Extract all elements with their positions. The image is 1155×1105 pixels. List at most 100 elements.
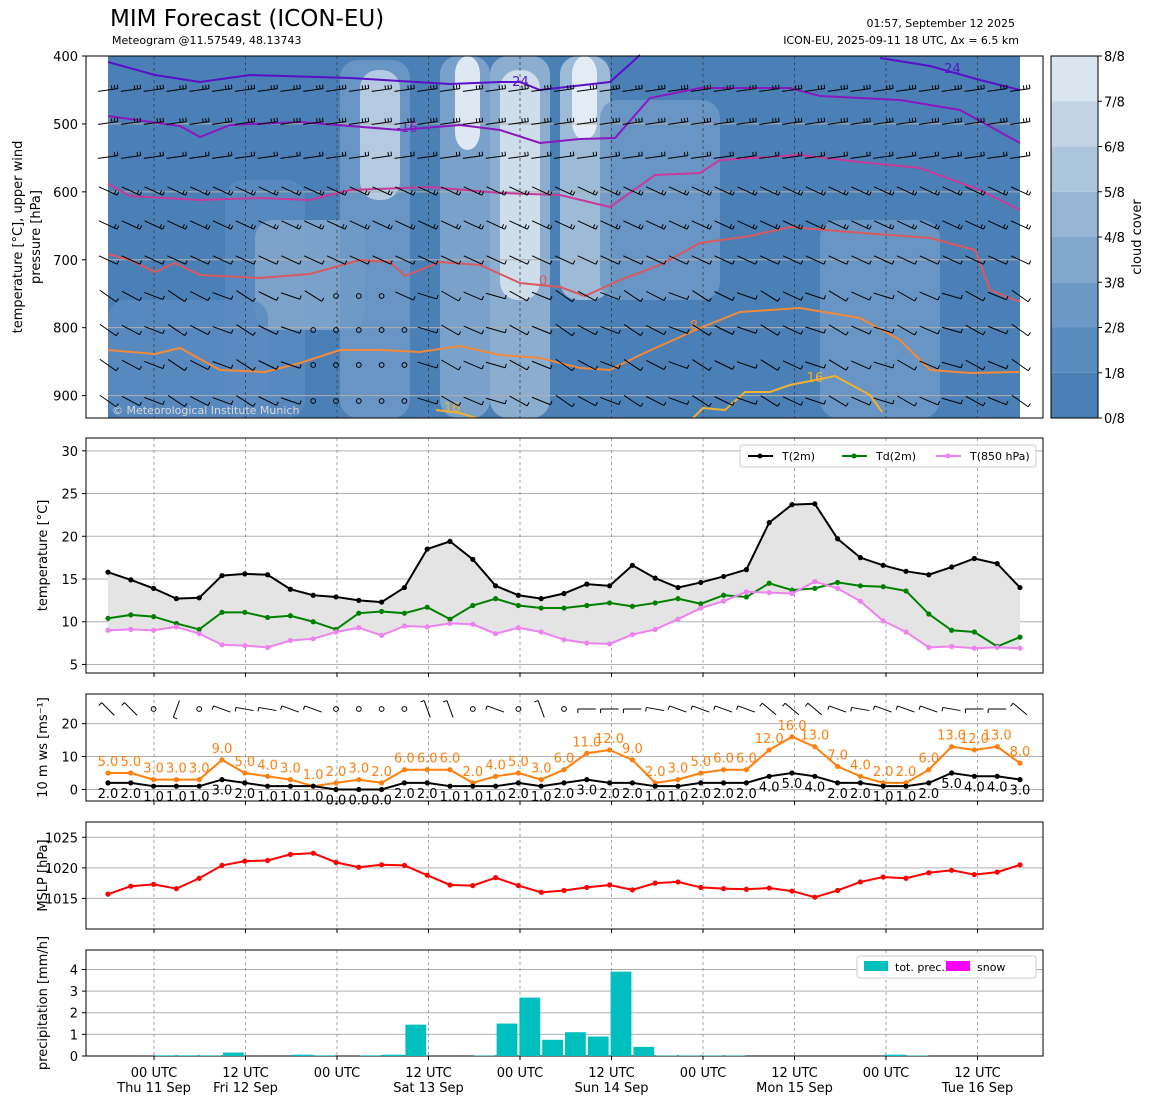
surface-wind-barb	[172, 700, 180, 718]
wind-barb-feather	[475, 85, 478, 90]
wind-barb-feather	[521, 85, 523, 90]
legend: tot. prec. snow	[856, 955, 1037, 979]
wind-barb	[555, 394, 573, 408]
wind-barb-feather	[319, 190, 322, 195]
wind-barb	[121, 255, 141, 265]
gust-label: 4.0	[485, 758, 506, 773]
series-t850-point	[538, 629, 544, 635]
wind-barb-feather	[253, 260, 257, 265]
surface-wind-barb-feather	[485, 705, 488, 710]
wind-barb	[668, 326, 688, 334]
wind-barb	[303, 121, 324, 125]
wind-barb-feather	[703, 85, 706, 90]
series-gusts-point	[812, 744, 818, 750]
series-t2m-point	[994, 561, 1000, 567]
y-axis-label: temperature [°C]	[36, 500, 51, 612]
wind-barb-feather	[775, 190, 778, 195]
wind-barb-feather	[914, 151, 917, 156]
x-tick-label: 12 UTC	[588, 1066, 634, 1081]
series-td2m-point	[447, 616, 453, 622]
surface-wind-barb	[737, 705, 756, 713]
wind-barb-feather	[549, 260, 553, 265]
wind-barb	[303, 88, 324, 92]
wind-barb	[236, 359, 254, 371]
windspeed-label: 2.0	[120, 787, 141, 802]
windspeed-label: 2.0	[98, 787, 119, 802]
wind-barb	[485, 292, 506, 300]
series-mslp-point	[698, 884, 704, 891]
wind-barb-feather	[846, 117, 848, 122]
series-t2m-point	[1017, 584, 1023, 591]
series-mslp-point	[538, 889, 544, 895]
wind-barb-feather	[820, 224, 824, 229]
surface-wind-barb-feather	[98, 702, 102, 706]
wind-barb-feather	[299, 151, 301, 156]
wind-barb	[965, 359, 984, 371]
wind-barb	[896, 255, 916, 265]
gust-label: 3.0	[143, 762, 164, 777]
wind-barb-feather	[156, 118, 159, 123]
series-gusts-point	[333, 780, 339, 786]
wind-barb	[258, 325, 277, 335]
wind-barb-feather	[732, 84, 734, 89]
wind-barb-feather	[663, 260, 667, 265]
wind-barb-feather	[934, 151, 937, 157]
wind-barb-feather	[436, 328, 439, 334]
wind-barb-feather	[709, 260, 713, 265]
wind-barb-feather	[253, 191, 257, 196]
wind-barb-feather	[433, 117, 435, 123]
wind-barb-feather	[937, 151, 940, 156]
wind-barb-feather	[840, 85, 843, 90]
wind-barb-feather	[820, 151, 823, 157]
wind-barb-feather	[205, 224, 208, 229]
wind-barb	[805, 326, 825, 334]
surface-wind-barb	[646, 706, 665, 712]
wind-barb-feather	[641, 117, 643, 122]
wind-barb-feather	[458, 366, 462, 371]
wind-barb	[236, 290, 254, 302]
y-tick-label: 15	[61, 573, 78, 588]
series-gusts-point	[743, 767, 750, 773]
wind-barb-feather	[413, 260, 416, 265]
series-mslp-point	[607, 882, 613, 888]
wind-barb-feather	[983, 151, 985, 156]
wind-barb	[668, 361, 688, 369]
wind-barb-feather	[706, 224, 710, 229]
wind-barb-feather	[1022, 85, 1025, 90]
wind-barb	[714, 325, 733, 335]
wind-barb-feather	[184, 297, 188, 302]
series-t2m-point	[629, 562, 636, 568]
wind-barb-feather	[344, 151, 347, 156]
wind-barb-feather	[230, 400, 234, 405]
wind-barb-feather	[686, 295, 690, 300]
wind-barb-feather	[481, 260, 485, 265]
gust-label: 5.0	[234, 755, 255, 770]
wind-barb	[599, 121, 620, 125]
series-windspeed-point	[515, 780, 522, 786]
series-mslp-point	[926, 870, 932, 876]
wind-barb-feather	[322, 151, 324, 156]
wind-barb-feather	[592, 84, 595, 90]
wind-barb	[212, 361, 232, 369]
series-t850-point	[880, 618, 886, 624]
wind-barb-feather	[638, 151, 640, 157]
wind-barb-feather	[1003, 151, 1005, 157]
series-td2m-point	[105, 615, 111, 621]
wind-barb-feather	[937, 225, 941, 230]
series-mslp-point	[584, 884, 590, 891]
wind-barb-feather	[755, 260, 758, 265]
wind-barb	[782, 360, 802, 370]
wind-barb-feather	[775, 224, 778, 229]
wind-barb-feather	[572, 260, 576, 265]
wind-barb-feather	[641, 84, 643, 89]
wind-barb	[462, 88, 483, 92]
wind-barb-feather	[569, 117, 572, 123]
wind-barb	[941, 88, 962, 92]
wind-barb-feather	[937, 401, 941, 406]
precip-bar	[223, 1052, 244, 1056]
wind-barb	[828, 324, 847, 336]
wind-barb-feather	[800, 260, 804, 265]
wind-barb-feather	[361, 85, 364, 90]
windspeed-label: 2.0	[599, 787, 620, 802]
wind-barb-feather	[1027, 403, 1031, 408]
